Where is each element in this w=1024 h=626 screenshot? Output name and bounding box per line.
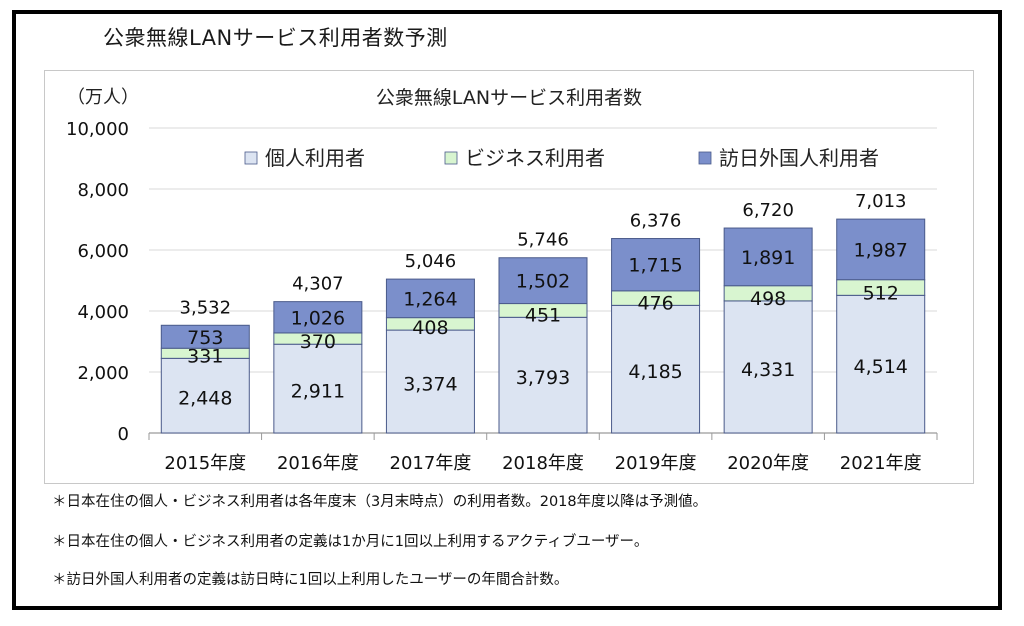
bar-value-label: 3,793 [516, 367, 570, 389]
bar-segment-0 [836, 294, 926, 434]
bar-total-label: 5,746 [517, 230, 569, 251]
bar-total-label: 6,720 [742, 200, 794, 221]
note-3: ＊訪日外国人利用者の定義は訪日時に1回以上利用したユーザーの年間合計数。 [52, 572, 569, 588]
bar-value-label: 1,264 [403, 288, 457, 310]
bar-value-label: 2,448 [178, 388, 232, 410]
bar-value-label: 370 [300, 331, 336, 353]
bar-segment-2 [723, 227, 813, 287]
bar-value-label: 476 [637, 292, 673, 314]
x-tick-label: 2021年度 [840, 453, 922, 474]
y-tick-label: 10,000 [66, 119, 129, 140]
bar-segment-0 [723, 300, 813, 434]
chart-title: 公衆無線LANサービス利用者数 [376, 87, 642, 109]
legend-swatch-0 [244, 151, 258, 165]
x-tick-label: 2019年度 [615, 453, 697, 474]
x-tick-label: 2015年度 [164, 453, 246, 474]
y-tick-label: 0 [118, 424, 129, 445]
bar-segment-0 [611, 304, 701, 434]
y-tick-label: 4,000 [77, 302, 129, 323]
bar-value-label: 1,026 [291, 307, 345, 329]
x-tick-label: 2016年度 [277, 453, 359, 474]
y-tick-label: 2,000 [77, 363, 129, 384]
bar-segment-0 [498, 316, 588, 434]
x-tick-label: 2017年度 [390, 453, 472, 474]
bar-segment-2 [385, 278, 475, 319]
bar-segment-2 [160, 324, 250, 349]
bar-segment-2 [836, 218, 926, 281]
bar-value-label: 3,374 [403, 374, 457, 396]
bar-value-label: 451 [525, 304, 561, 326]
bar-segment-2 [273, 301, 363, 334]
bar-value-label: 1,502 [516, 271, 570, 293]
bar-total-label: 3,532 [180, 297, 232, 318]
bar-value-label: 4,185 [628, 361, 682, 383]
bar-segment-2 [498, 257, 588, 305]
bar-value-label: 2,911 [291, 381, 345, 403]
bar-segment-0 [160, 357, 250, 434]
legend-label-2: 訪日外国人利用者 [719, 146, 879, 170]
bar-value-label: 4,331 [741, 359, 795, 381]
bar-segment-2 [611, 238, 701, 292]
bar-value-label: 498 [750, 288, 786, 310]
bar-value-label: 408 [412, 317, 448, 339]
bar-value-label: 331 [187, 345, 223, 367]
bar-segment-0 [385, 329, 475, 434]
bar-total-label: 6,376 [630, 211, 682, 232]
bar-total-label: 7,013 [855, 191, 907, 212]
y-tick-label: 8,000 [77, 180, 129, 201]
note-2: ＊日本在住の個人・ビジネス利用者の定義は1か月に1回以上利用するアクティブユーザ… [52, 534, 649, 550]
legend-label-0: 個人利用者 [265, 146, 365, 170]
legend-label-1: ビジネス利用者 [465, 146, 605, 170]
y-tick-label: 6,000 [77, 241, 129, 262]
note-1: ＊日本在住の個人・ビジネス利用者は各年度末（3月末時点）の利用者数。2018年度… [52, 494, 708, 510]
bar-value-label: 1,891 [741, 247, 795, 269]
x-tick-label: 2020年度 [727, 453, 809, 474]
bar-total-label: 5,046 [405, 251, 457, 272]
bar-segment-0 [273, 343, 363, 434]
bar-value-label: 753 [187, 327, 223, 349]
x-tick-label: 2018年度 [502, 453, 584, 474]
bar-value-label: 512 [863, 282, 899, 304]
figure-title: 公衆無線LANサービス利用者数予測 [103, 26, 448, 50]
chart-area: 0 2,000 4,000 6,000 8,000 10,000 （万人） 公衆無線LANサー… [44, 70, 974, 484]
bar-total-label: 4,307 [292, 274, 344, 295]
legend-swatch-1 [444, 151, 458, 165]
legend-swatch-2 [698, 151, 712, 165]
bar-value-label: 1,987 [854, 239, 908, 261]
y-unit-label: （万人） [67, 87, 139, 108]
stacked-bar-chart: 0 2,000 4,000 6,000 8,000 10,000 （万人） 公衆無線LANサー… [66, 87, 938, 474]
bar-value-label: 1,715 [628, 255, 682, 277]
bar-value-label: 4,514 [854, 356, 908, 378]
